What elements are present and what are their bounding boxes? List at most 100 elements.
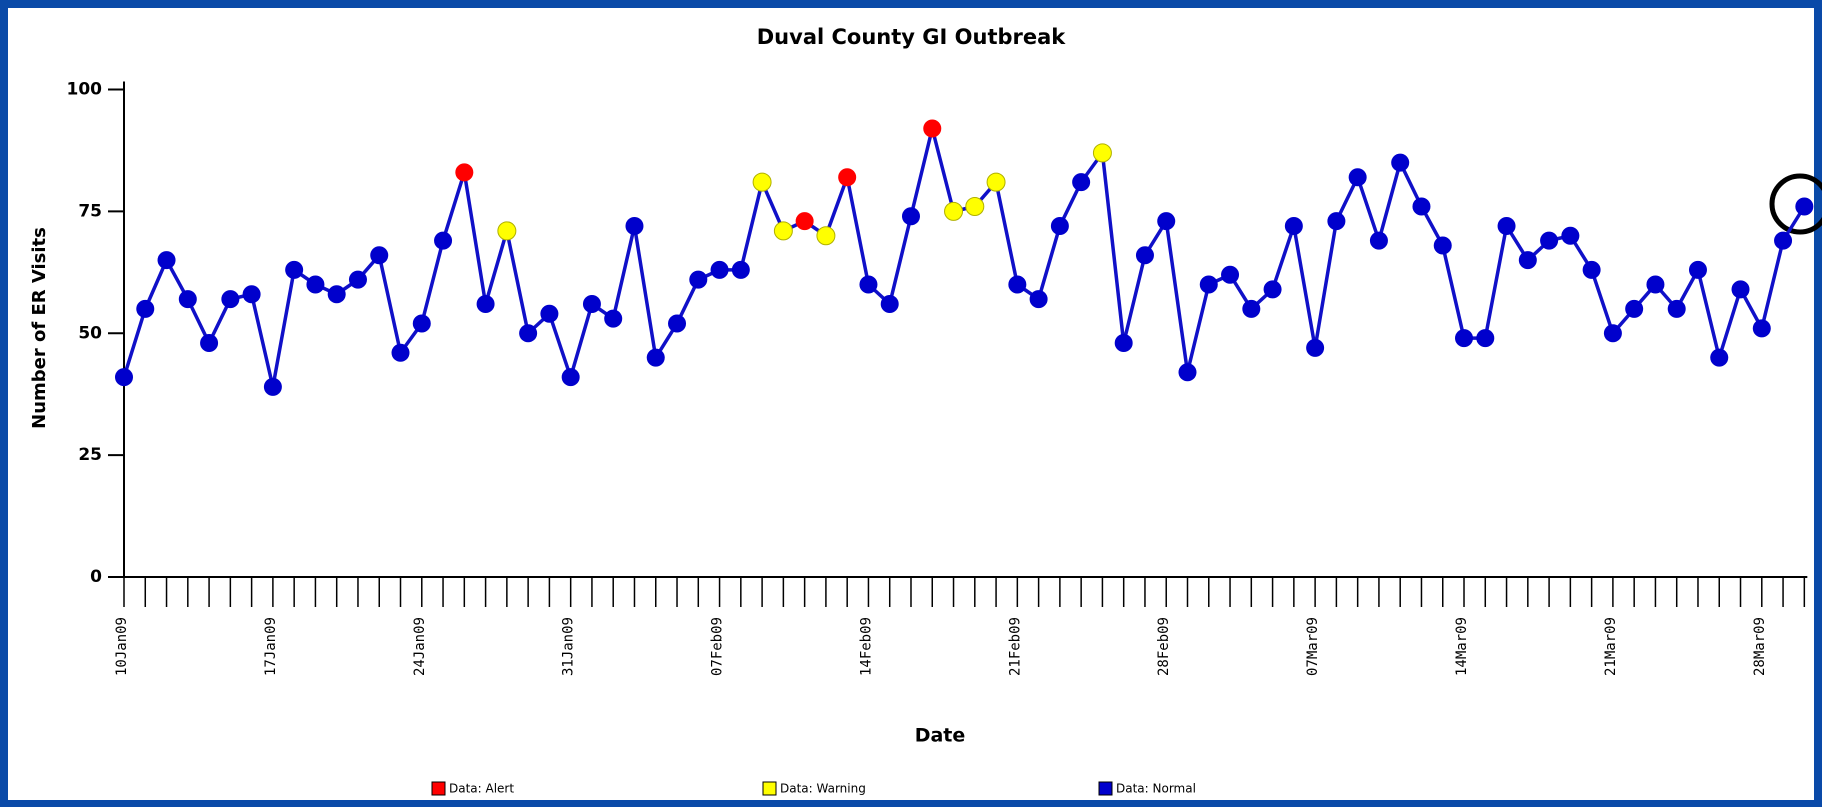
data-point	[710, 260, 729, 279]
data-point	[1284, 217, 1303, 235]
data-point	[519, 324, 538, 343]
data-point	[1646, 275, 1665, 294]
x-tick-label: 10Jan09	[114, 617, 130, 676]
data-point	[1114, 334, 1133, 352]
data-point	[455, 163, 474, 182]
data-point	[604, 309, 623, 328]
data-point	[795, 212, 814, 231]
data-point	[348, 270, 367, 289]
data-point	[497, 221, 517, 241]
y-axis-label: Number of ER Visits	[29, 227, 50, 429]
data-point	[1327, 212, 1346, 231]
data-point	[242, 285, 261, 304]
data-point	[944, 201, 964, 221]
data-point	[1625, 299, 1644, 318]
data-point	[1157, 212, 1176, 231]
data-point	[157, 251, 176, 270]
data-point	[263, 377, 282, 396]
y-tick-label: 100	[67, 80, 103, 100]
x-tick-label: 21Mar09	[1603, 617, 1619, 676]
data-point	[986, 172, 1006, 192]
data-point	[391, 343, 410, 362]
data-point	[200, 334, 219, 352]
data-point	[1369, 231, 1388, 250]
data-point	[1029, 290, 1048, 309]
highlight-circle	[1769, 173, 1822, 235]
data-point	[1518, 251, 1537, 270]
data-point	[880, 295, 899, 313]
x-tick-label: 17Jan09	[263, 617, 279, 676]
data-point	[476, 295, 495, 313]
data-point	[1306, 338, 1325, 357]
data-point	[1582, 260, 1601, 279]
legend-swatch	[1098, 781, 1113, 796]
data-point	[838, 168, 857, 187]
data-point	[1667, 299, 1686, 318]
data-point	[1603, 324, 1622, 343]
data-point	[412, 314, 431, 333]
data-point	[221, 290, 240, 309]
data-point	[625, 217, 644, 235]
data-point	[1072, 173, 1091, 192]
data-point	[1688, 260, 1707, 279]
x-tick-label: 07Feb09	[710, 617, 726, 676]
x-axis-label: Date	[915, 725, 966, 747]
data-point	[1008, 275, 1027, 294]
x-tick-label: 07Mar09	[1305, 617, 1321, 676]
data-point	[646, 348, 665, 367]
legend-label: Data: Alert	[449, 782, 514, 796]
data-point	[306, 275, 325, 294]
data-point	[923, 119, 942, 138]
x-tick-label: 24Jan09	[412, 617, 428, 676]
data-point	[1263, 280, 1282, 299]
data-point	[1540, 231, 1559, 250]
data-point	[1092, 143, 1112, 163]
data-point	[1178, 363, 1197, 382]
data-point	[1710, 348, 1729, 367]
data-point	[540, 304, 559, 323]
x-tick-label: 14Mar09	[1454, 617, 1470, 676]
data-point	[582, 295, 601, 313]
data-point	[1242, 299, 1261, 318]
data-point	[1135, 246, 1154, 265]
data-point	[327, 285, 346, 304]
data-point	[115, 368, 133, 387]
legend-swatch	[762, 781, 777, 796]
y-tick-label: 50	[78, 323, 102, 343]
x-tick-label: 14Feb09	[858, 617, 874, 676]
data-point	[1455, 329, 1474, 348]
x-tick-label: 28Feb09	[1156, 617, 1172, 676]
data-point	[901, 207, 920, 226]
data-point	[1391, 153, 1410, 172]
data-point	[1476, 329, 1495, 348]
legend-label: Data: Normal	[1116, 782, 1196, 796]
legend-swatch	[431, 781, 446, 796]
data-point	[773, 221, 793, 241]
y-tick-label: 25	[78, 445, 102, 465]
data-point	[434, 231, 453, 250]
panel	[8, 8, 1814, 800]
data-point	[178, 290, 197, 309]
x-tick-label: 31Jan09	[561, 617, 577, 676]
data-point	[1433, 236, 1452, 255]
data-point	[561, 368, 580, 387]
data-point	[136, 299, 155, 318]
data-point	[1050, 217, 1069, 235]
data-point	[752, 172, 772, 192]
data-point	[1731, 280, 1750, 299]
data-point	[1795, 197, 1814, 216]
data-point	[689, 270, 708, 289]
chart-title: Duval County GI Outbreak	[757, 25, 1067, 49]
data-point	[1774, 231, 1793, 250]
data-point	[731, 260, 750, 279]
data-point	[1561, 226, 1580, 245]
data-point	[285, 260, 304, 279]
data-point	[1752, 319, 1771, 338]
y-tick-label: 0	[90, 567, 102, 587]
y-tick-label: 75	[78, 201, 102, 221]
legend-label: Data: Warning	[780, 782, 866, 796]
data-point	[1348, 168, 1367, 187]
data-point	[1497, 217, 1516, 235]
